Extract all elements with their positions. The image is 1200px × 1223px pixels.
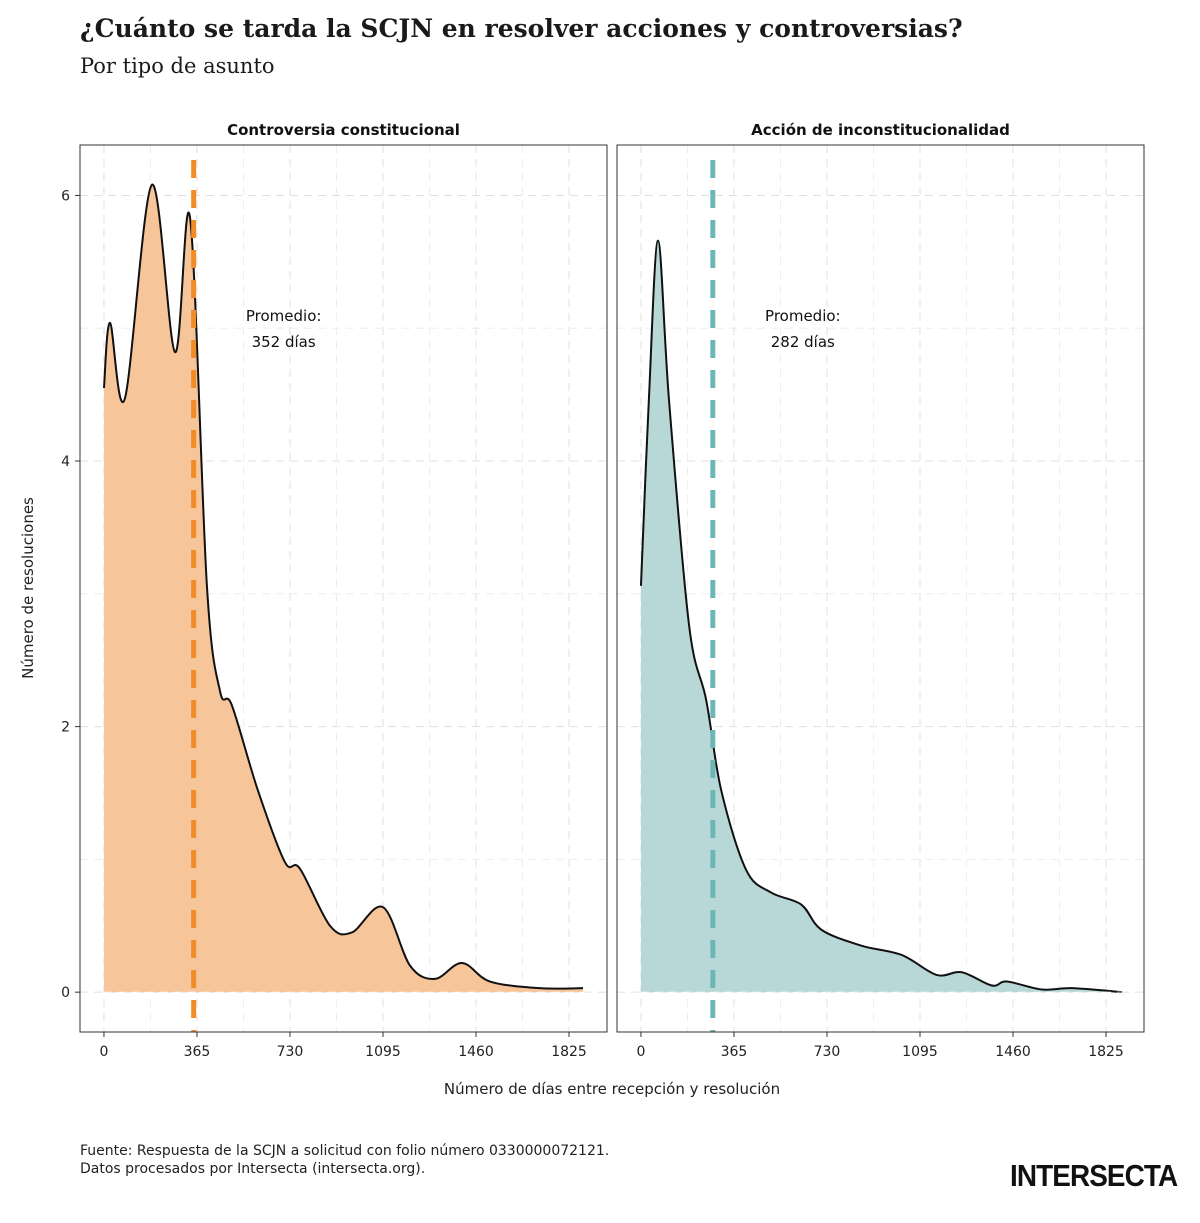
panel-title: Controversia constitucional xyxy=(227,121,460,139)
x-tick-label: 1095 xyxy=(902,1044,938,1060)
mean-annotation: Promedio: xyxy=(246,307,322,325)
x-tick-label: 365 xyxy=(721,1044,748,1060)
density-area xyxy=(103,184,584,993)
panel-border xyxy=(616,144,1145,1033)
density-line xyxy=(102,183,584,990)
y-tick-label: 4 xyxy=(61,454,70,470)
panel-title: Acción de inconstitucionalidad xyxy=(751,121,1010,139)
x-tick-label: 1825 xyxy=(551,1044,587,1060)
x-tick-label: 1095 xyxy=(365,1044,401,1060)
mean-annotation: 352 días xyxy=(252,333,316,351)
density-line xyxy=(639,239,1123,994)
x-tick-label: 0 xyxy=(636,1044,645,1060)
mean-annotation: Promedio: xyxy=(765,307,841,325)
y-tick-label: 0 xyxy=(61,985,70,1001)
x-tick-label: 365 xyxy=(184,1044,211,1060)
panel-1: Controversia constitucional Promedio: 352 … xyxy=(61,121,608,1060)
x-tick-label: 730 xyxy=(277,1044,304,1060)
caption-line-1: Fuente: Respuesta de la SCJN a solicitud… xyxy=(80,1143,610,1159)
density-area xyxy=(640,240,1123,993)
panel-border xyxy=(79,144,608,1033)
x-tick-label: 730 xyxy=(814,1044,841,1060)
x-tick-label: 1460 xyxy=(458,1044,494,1060)
x-tick-label: 1460 xyxy=(995,1044,1031,1060)
y-axis-label: Número de resoluciones xyxy=(19,497,37,679)
chart-title: ¿Cuánto se tarda la SCJN en resolver acc… xyxy=(80,14,963,43)
x-axis-label: Número de días entre recepción y resoluc… xyxy=(444,1080,780,1098)
x-tick-label: 0 xyxy=(99,1044,108,1060)
y-tick-label: 2 xyxy=(61,720,70,736)
source-caption: Fuente: Respuesta de la SCJN a solicitud… xyxy=(80,1142,609,1178)
x-tick-label: 1825 xyxy=(1088,1044,1124,1060)
caption-line-2: Datos procesados por Intersecta (interse… xyxy=(80,1161,426,1177)
y-tick-label: 6 xyxy=(61,188,70,204)
intersecta-logo: INTERSECTA xyxy=(1010,1158,1178,1193)
panel-2: Acción de inconstitucionalidad Promedio: 2… xyxy=(616,121,1145,1060)
chart-subtitle: Por tipo de asunto xyxy=(80,54,275,78)
mean-annotation: 282 días xyxy=(771,333,835,351)
